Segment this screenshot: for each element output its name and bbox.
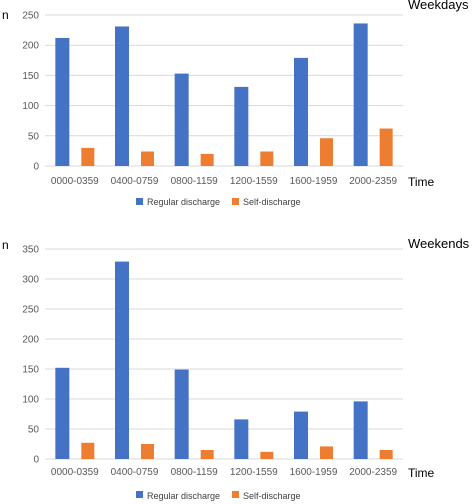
bar-weekdays-regular-4 bbox=[294, 57, 308, 166]
bar-weekends-regular-3 bbox=[234, 419, 249, 459]
bar-weekends-regular-4 bbox=[294, 411, 308, 459]
bar-weekdays-regular-0 bbox=[55, 37, 70, 167]
legend-label-self-weekdays: Self-discharge bbox=[243, 197, 301, 207]
bar-weekdays-self-5 bbox=[379, 128, 393, 166]
y-tick-weekdays-2: 100 bbox=[22, 101, 39, 112]
y-tick-weekdays-1: 50 bbox=[28, 131, 40, 142]
legend-swatch-regular-weekdays bbox=[136, 198, 143, 205]
bar-weekends-self-3 bbox=[260, 451, 274, 459]
bar-weekends-self-0 bbox=[81, 442, 95, 459]
y-axis-label-weekdays: n bbox=[2, 8, 9, 22]
x-tick-weekends-0: 0000-0359 bbox=[51, 467, 99, 478]
y-tick-weekends-7: 350 bbox=[22, 245, 39, 256]
y-tick-weekends-4: 200 bbox=[22, 335, 39, 346]
weekends-chart: n Weekends Time 0 50 100 150 200 250 300 350 00… bbox=[2, 236, 470, 501]
legend-swatch-self-weekends bbox=[232, 491, 239, 498]
legend-weekdays: Regular discharge Self-discharge bbox=[136, 197, 301, 207]
bar-weekdays-regular-5 bbox=[353, 23, 368, 167]
legend-swatch-regular-weekends bbox=[136, 491, 143, 498]
y-tick-weekends-0: 0 bbox=[33, 455, 39, 466]
legend-label-regular-weekdays: Regular discharge bbox=[147, 197, 220, 207]
y-tick-weekends-3: 150 bbox=[22, 365, 39, 376]
x-tick-weekdays-5: 2000-2359 bbox=[349, 176, 397, 187]
x-tick-weekdays-1: 0400-0759 bbox=[111, 176, 159, 187]
bar-weekends-regular-5 bbox=[353, 401, 368, 459]
x-tick-weekends-5: 2000-2359 bbox=[349, 467, 397, 478]
bars-weekends bbox=[55, 261, 393, 459]
bar-weekdays-self-0 bbox=[81, 147, 95, 166]
gridlines-weekdays bbox=[45, 14, 403, 167]
y-tick-weekdays-4: 200 bbox=[22, 41, 39, 52]
y-ticks-weekdays: 0 50 100 150 200 250 bbox=[22, 11, 39, 173]
y-tick-weekends-2: 100 bbox=[22, 395, 39, 406]
x-tick-weekends-2: 0800-1159 bbox=[171, 467, 219, 478]
bar-weekdays-self-1 bbox=[141, 151, 154, 166]
x-tick-weekdays-2: 0800-1159 bbox=[171, 176, 219, 187]
x-tick-weekends-1: 0400-0759 bbox=[111, 467, 159, 478]
y-tick-weekdays-3: 150 bbox=[22, 71, 39, 82]
chart-title-weekends: Weekends bbox=[408, 236, 470, 251]
bars-weekdays bbox=[55, 23, 393, 167]
y-tick-weekends-5: 250 bbox=[22, 305, 39, 316]
y-tick-weekends-1: 50 bbox=[28, 425, 40, 436]
x-ticks-weekends: 0000-0359 0400-0759 0800-1159 1200-1559 1600… bbox=[51, 467, 398, 478]
legend-label-self-weekends: Self-discharge bbox=[243, 491, 301, 501]
weekdays-chart: n Weekdays Time 0 50 100 150 200 250 0000-035… bbox=[2, 0, 469, 207]
gridlines-weekends bbox=[45, 248, 403, 460]
legend-label-regular-weekends: Regular discharge bbox=[147, 491, 220, 501]
legend-weekends: Regular discharge Self-discharge bbox=[136, 491, 301, 501]
x-tick-weekdays-4: 1600-1959 bbox=[290, 176, 338, 187]
x-tick-weekdays-0: 0000-0359 bbox=[51, 176, 99, 187]
y-axis-label-weekends: n bbox=[2, 238, 9, 252]
bar-weekdays-regular-1 bbox=[115, 26, 129, 167]
y-tick-weekdays-5: 250 bbox=[22, 11, 39, 22]
bar-weekends-self-4 bbox=[320, 446, 333, 459]
bar-weekends-self-2 bbox=[200, 450, 214, 459]
x-axis-label-weekdays: Time bbox=[408, 175, 435, 189]
bar-weekends-self-5 bbox=[379, 450, 393, 459]
bar-weekdays-regular-2 bbox=[174, 73, 189, 166]
bar-weekends-self-1 bbox=[141, 444, 154, 459]
bar-weekdays-self-4 bbox=[320, 138, 333, 166]
x-tick-weekends-3: 1200-1559 bbox=[230, 467, 278, 478]
y-tick-weekdays-0: 0 bbox=[33, 162, 39, 173]
bar-weekends-regular-2 bbox=[174, 369, 189, 459]
x-tick-weekdays-3: 1200-1559 bbox=[230, 176, 278, 187]
x-ticks-weekdays: 0000-0359 0400-0759 0800-1159 1200-1559 1600… bbox=[51, 176, 398, 187]
bar-weekends-regular-0 bbox=[55, 367, 70, 459]
bar-weekdays-self-2 bbox=[200, 153, 214, 166]
chart-title-weekdays: Weekdays bbox=[408, 0, 469, 12]
bar-weekends-regular-1 bbox=[115, 261, 129, 459]
bar-weekdays-regular-3 bbox=[234, 86, 249, 166]
bar-weekdays-self-3 bbox=[260, 151, 274, 166]
legend-swatch-self-weekdays bbox=[232, 198, 239, 205]
x-axis-label-weekends: Time bbox=[408, 466, 435, 480]
y-ticks-weekends: 0 50 100 150 200 250 300 350 bbox=[22, 245, 39, 466]
y-tick-weekends-6: 300 bbox=[22, 275, 39, 286]
x-tick-weekends-4: 1600-1959 bbox=[290, 467, 338, 478]
